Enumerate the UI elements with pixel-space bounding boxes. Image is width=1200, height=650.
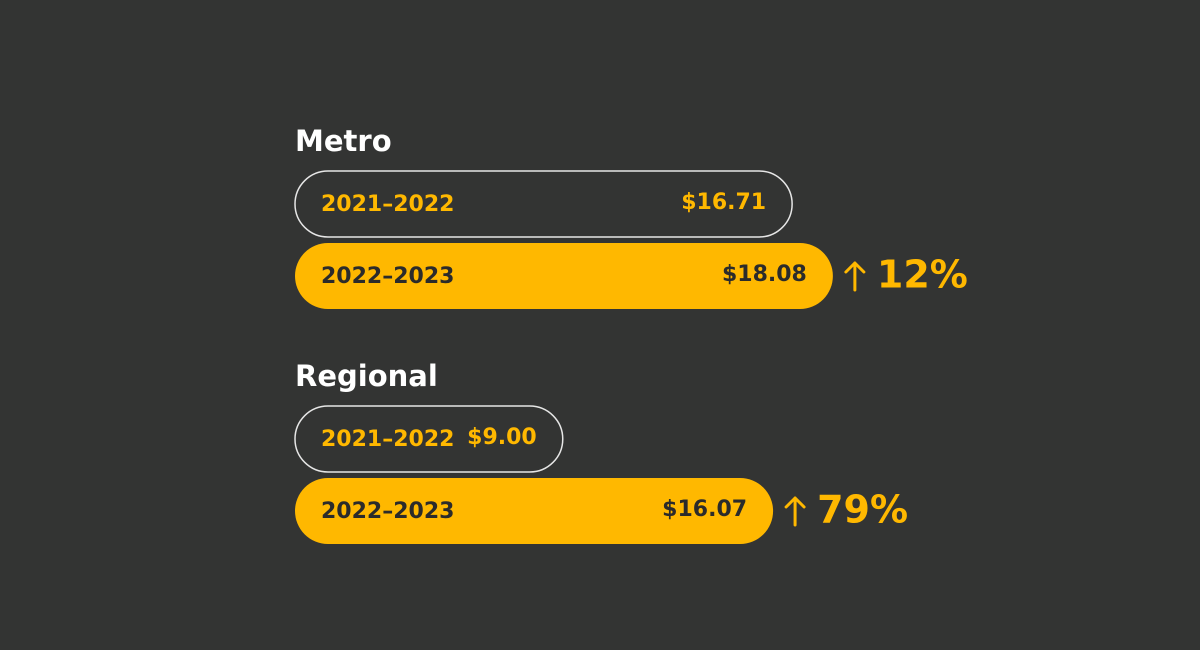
value-label: $16.07 bbox=[662, 497, 747, 522]
value-label: $9.00 bbox=[467, 425, 537, 450]
group-title: Metro bbox=[295, 124, 392, 158]
change-label: 12% bbox=[877, 253, 968, 297]
bar bbox=[295, 478, 774, 544]
up-arrow bbox=[844, 261, 866, 292]
value-label: $16.71 bbox=[681, 190, 766, 215]
value-label: $18.08 bbox=[722, 262, 807, 287]
bar bbox=[294, 405, 564, 473]
bar bbox=[295, 243, 833, 309]
change-label: 79% bbox=[817, 488, 908, 532]
up-arrow bbox=[784, 496, 806, 527]
bar bbox=[294, 170, 793, 238]
period-label: 2022–2023 bbox=[321, 264, 454, 289]
period-label: 2022–2023 bbox=[321, 499, 454, 524]
period-label: 2021–2022 bbox=[321, 427, 454, 452]
group-title: Regional bbox=[295, 359, 438, 393]
period-label: 2021–2022 bbox=[321, 192, 454, 217]
